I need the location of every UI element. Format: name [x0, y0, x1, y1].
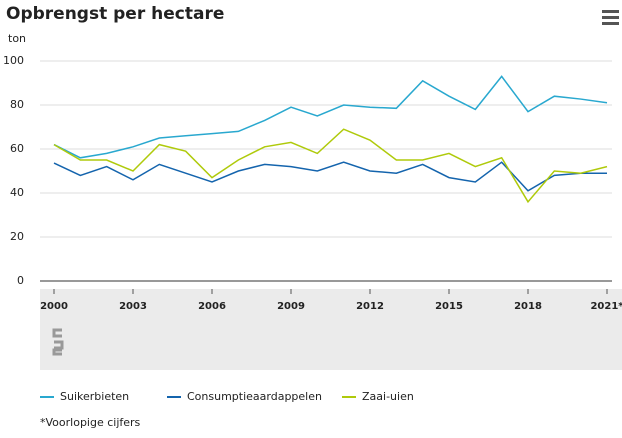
legend-label: Consumptieaardappelen [187, 390, 322, 403]
menu-bar [602, 10, 619, 13]
x-tick-label: 2018 [514, 301, 542, 312]
y-tick-label: 0 [17, 274, 24, 287]
y-axis-label: ton [8, 32, 26, 45]
legend-label: Suikerbieten [60, 390, 129, 403]
x-tick-label: 2003 [119, 301, 147, 312]
y-tick-label: 100 [3, 54, 24, 67]
menu-bar [602, 16, 619, 19]
y-tick-label: 40 [10, 186, 24, 199]
series-line [53, 161, 607, 192]
series-line [53, 75, 608, 159]
footnote: *Voorlopige cijfers [40, 416, 141, 429]
y-tick-label: 80 [10, 98, 24, 111]
chart-title: Opbrengst per hectare [6, 4, 224, 24]
x-axis-band [40, 289, 622, 370]
logo-part [52, 348, 62, 356]
legend-label: Zaai-uien [362, 390, 414, 403]
series-line [53, 128, 608, 204]
logo-part [52, 328, 62, 338]
menu-button[interactable] [602, 10, 619, 25]
logo [52, 328, 64, 356]
y-tick-label: 60 [10, 142, 24, 155]
logo-part [54, 340, 64, 350]
x-tick-label: 2000 [40, 301, 68, 312]
y-tick-label: 20 [10, 230, 24, 243]
menu-bar [602, 22, 619, 25]
x-tick-label: 2006 [198, 301, 226, 312]
x-tick-label: 2021* [590, 301, 622, 312]
x-tick-label: 2012 [356, 301, 384, 312]
x-tick-label: 2015 [435, 301, 463, 312]
x-tick-label: 2009 [277, 301, 305, 312]
